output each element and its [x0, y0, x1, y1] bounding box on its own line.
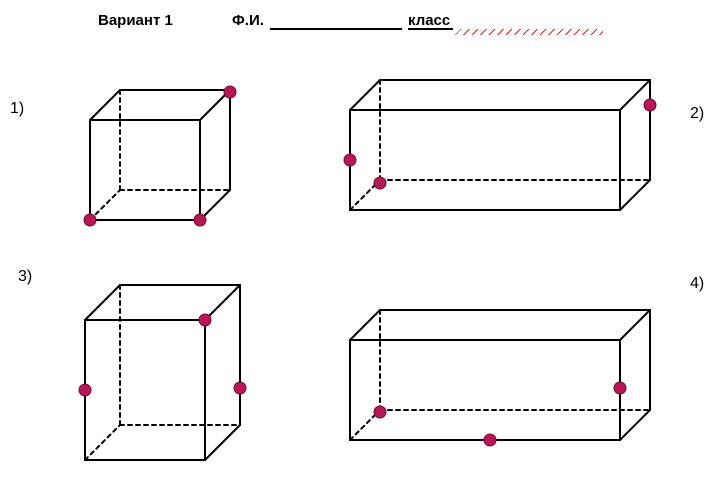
question-number-4: 4) [690, 275, 704, 293]
worksheet-page: Вариант 1 Ф.И. класс 1) 2) 3) 4) [0, 0, 713, 504]
spellcheck-squiggle [453, 29, 603, 35]
diagram-3 [70, 280, 260, 470]
question-number-1: 1) [10, 100, 24, 118]
diagram-2 [340, 75, 660, 225]
question-number-2: 2) [690, 105, 704, 123]
diagram-1 [70, 70, 240, 230]
class-blank-line [408, 28, 453, 30]
class-label: класс [408, 12, 450, 29]
worksheet-header: Вариант 1 Ф.И. класс [0, 10, 713, 40]
fio-blank-line [270, 28, 402, 30]
question-number-3: 3) [18, 268, 32, 286]
variant-label: Вариант 1 [98, 12, 173, 29]
diagram-4 [340, 300, 660, 460]
fio-label: Ф.И. [232, 12, 264, 29]
